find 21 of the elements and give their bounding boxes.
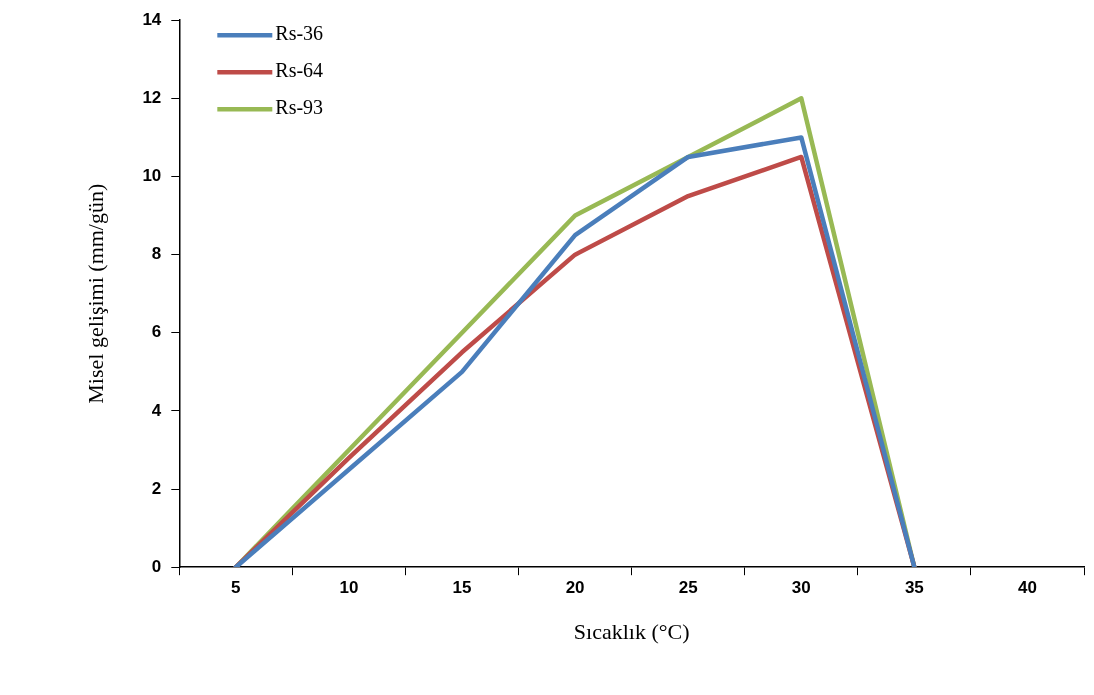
legend-label: Rs-36 bbox=[275, 22, 324, 45]
x-tick-label: 25 bbox=[678, 578, 698, 598]
y-tick-label: 14 bbox=[142, 9, 162, 29]
x-tick-label: 35 bbox=[904, 578, 924, 598]
y-axis-title: Misel gelişimi (mm/gün) bbox=[82, 183, 108, 404]
y-tick-label: 2 bbox=[151, 478, 162, 498]
y-tick-label: 4 bbox=[151, 400, 162, 420]
x-tick-label: 20 bbox=[565, 578, 585, 598]
x-tick-label: 40 bbox=[1018, 578, 1037, 598]
legend-label: Rs-64 bbox=[275, 59, 324, 82]
y-tick-label: 8 bbox=[151, 244, 162, 264]
y-tick-label: 6 bbox=[151, 322, 162, 342]
y-tick-label: 12 bbox=[142, 88, 162, 108]
x-tick-label: 5 bbox=[231, 578, 241, 598]
x-tick-label: 15 bbox=[452, 578, 472, 598]
y-tick-label: 10 bbox=[142, 166, 162, 186]
legend-label: Rs-93 bbox=[275, 96, 324, 119]
x-axis-title: Sıcaklık (°C) bbox=[573, 618, 690, 644]
x-tick-label: 10 bbox=[339, 578, 359, 598]
y-tick-label: 0 bbox=[151, 556, 162, 576]
x-tick-label: 30 bbox=[791, 578, 811, 598]
